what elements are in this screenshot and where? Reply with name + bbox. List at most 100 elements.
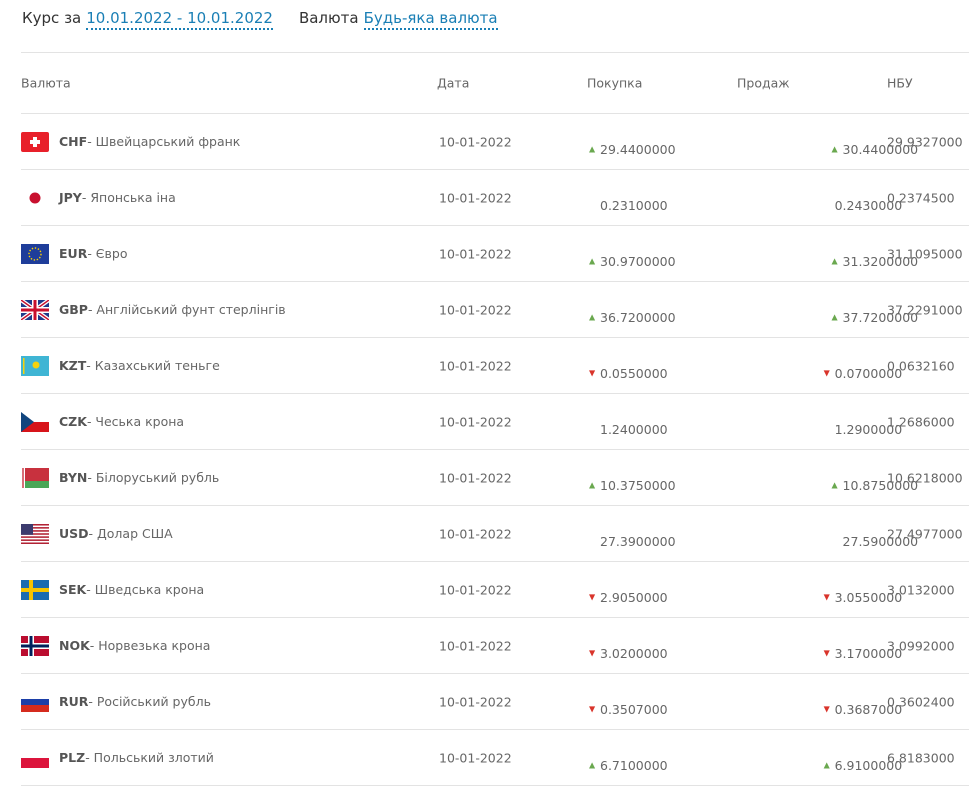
header-sell: Продаж <box>737 75 790 91</box>
russia-flag-icon <box>21 691 49 712</box>
trend-up-icon: ▲ <box>831 480 838 490</box>
sell-value: 0.2430000 <box>834 197 903 213</box>
trend-up-icon: ▲ <box>589 144 596 154</box>
nbu-cell: 29.9327000 <box>887 134 963 149</box>
kazakhstan-flag-icon <box>21 355 49 376</box>
trend-down-icon: ▼ <box>823 368 830 378</box>
currency-code: RUR <box>59 694 89 709</box>
japan-flag-icon <box>21 187 49 208</box>
currency-name: - Шведська крона <box>86 582 205 597</box>
rates-table: Валюта Дата Покупка Продаж НБУ CHF - Шве… <box>21 52 969 786</box>
sell-cell: 27.5900000 <box>830 534 919 549</box>
currency-code: SEK <box>59 582 87 597</box>
currency-cell: PLZ - Польський злотий <box>21 747 214 768</box>
sell-value: 30.4400000 <box>842 141 919 157</box>
trend-up-icon: ▲ <box>589 480 596 490</box>
currency-name: - Євро <box>87 246 128 261</box>
currency-name: - Польський злотий <box>85 750 214 765</box>
date-cell: 10-01-2022 <box>439 414 512 429</box>
currency-cell: BYN - Білоруський рубль <box>21 467 220 488</box>
buy-value: 36.7200000 <box>600 309 676 325</box>
buy-cell: 27.3900000 <box>587 534 676 549</box>
currency-name: - Чеська крона <box>86 414 185 429</box>
poland-flag-icon <box>21 747 49 768</box>
nbu-cell: 0.0632160 <box>887 358 955 373</box>
sell-cell: ▲ 30.4400000 <box>830 142 919 157</box>
buy-cell: ▲ 6.7100000 <box>587 758 668 773</box>
buy-value: 0.3507000 <box>600 701 668 717</box>
currency-code: PLZ <box>59 750 86 765</box>
table-row: KZT - Казахський теньге 10-01-2022 ▼ 0.05… <box>21 338 969 394</box>
currency-cell: SEK - Шведська крона <box>21 579 205 600</box>
date-cell: 10-01-2022 <box>439 694 512 709</box>
sell-cell: ▲ 10.8750000 <box>830 478 919 493</box>
sell-cell: ▼ 0.3687000 <box>822 702 903 717</box>
buy-value: 3.0200000 <box>600 645 668 661</box>
date-cell: 10-01-2022 <box>439 134 512 149</box>
table-row: BYN - Білоруський рубль 10-01-2022 ▲ 10.3… <box>21 450 969 506</box>
nbu-cell: 3.0992000 <box>887 638 955 653</box>
buy-cell: ▲ 36.7200000 <box>587 310 676 325</box>
trend-down-icon: ▼ <box>589 704 596 714</box>
currency-name: - Норвезька крона <box>89 638 211 653</box>
date-cell: 10-01-2022 <box>439 526 512 541</box>
buy-cell: ▼ 0.0550000 <box>587 366 668 381</box>
sell-value: 3.1700000 <box>834 645 903 661</box>
nbu-cell: 0.2374500 <box>887 190 955 205</box>
currency-label: Валюта <box>298 9 359 27</box>
currency-cell: RUR - Російський рубль <box>21 691 211 712</box>
trend-down-icon: ▼ <box>589 648 596 658</box>
table-row: NOK - Норвезька крона 10-01-2022 ▼ 3.0200… <box>21 618 969 674</box>
sell-value: 10.8750000 <box>842 477 919 493</box>
header-date: Дата <box>437 75 470 91</box>
table-row: CHF - Швейцарський франк 10-01-2022 ▲ 29.… <box>21 114 969 170</box>
switzerland-flag-icon <box>21 131 49 152</box>
date-cell: 10-01-2022 <box>439 470 512 485</box>
buy-value: 10.3750000 <box>600 477 676 493</box>
trend-down-icon: ▼ <box>589 368 596 378</box>
currency-code: JPY <box>59 190 82 205</box>
currency-cell: CZK - Чеська крона <box>21 411 185 432</box>
nbu-cell: 31.1095000 <box>887 246 963 261</box>
sell-cell: ▲ 31.3200000 <box>830 254 919 269</box>
trend-up-icon: ▲ <box>831 312 838 322</box>
trend-up-icon: ▲ <box>831 144 838 154</box>
buy-value: 27.3900000 <box>600 533 676 549</box>
sell-value: 6.9100000 <box>834 757 903 773</box>
currency-code: BYN <box>59 470 88 485</box>
table-row: EUR - Євро 10-01-2022 ▲ 30.9700000 ▲ 31.32… <box>21 226 969 282</box>
buy-cell: ▼ 0.3507000 <box>587 702 668 717</box>
sell-cell: ▼ 0.0700000 <box>822 366 903 381</box>
sell-value: 0.0700000 <box>834 365 903 381</box>
period-label: Курс за <box>22 9 82 27</box>
date-cell: 10-01-2022 <box>439 358 512 373</box>
usa-flag-icon <box>21 523 49 544</box>
trend-up-icon: ▲ <box>831 256 838 266</box>
sell-cell: 1.2900000 <box>822 422 903 437</box>
currency-name: - Англійський фунт стерлінгів <box>87 302 286 317</box>
currency-selector[interactable]: Будь-яка валюта <box>363 9 498 30</box>
table-row: USD - Долар США 10-01-2022 27.3900000 27… <box>21 506 969 562</box>
table-header: Валюта Дата Покупка Продаж НБУ <box>21 53 969 114</box>
sell-cell: ▲ 6.9100000 <box>822 758 903 773</box>
currency-cell: CHF - Швейцарський франк <box>21 131 240 152</box>
date-cell: 10-01-2022 <box>439 638 512 653</box>
trend-down-icon: ▼ <box>823 648 830 658</box>
uk-flag-icon <box>21 299 49 320</box>
date-cell: 10-01-2022 <box>439 190 512 205</box>
period-picker[interactable]: 10.01.2022 - 10.01.2022 <box>86 9 273 30</box>
currency-code: GBP <box>59 302 88 317</box>
date-cell: 10-01-2022 <box>439 582 512 597</box>
date-cell: 10-01-2022 <box>439 246 512 261</box>
belarus-flag-icon <box>21 467 49 488</box>
trend-up-icon: ▲ <box>589 760 596 770</box>
trend-up-icon: ▲ <box>589 312 596 322</box>
table-row: GBP - Англійський фунт стерлінгів 10-01-… <box>21 282 969 338</box>
sell-cell: ▼ 3.1700000 <box>822 646 903 661</box>
currency-name: - Білоруський рубль <box>87 470 220 485</box>
date-cell: 10-01-2022 <box>439 750 512 765</box>
buy-value: 2.9050000 <box>600 589 668 605</box>
nbu-cell: 6.8183000 <box>887 750 955 765</box>
buy-cell: ▲ 10.3750000 <box>587 478 676 493</box>
header-buy: Покупка <box>587 75 643 91</box>
